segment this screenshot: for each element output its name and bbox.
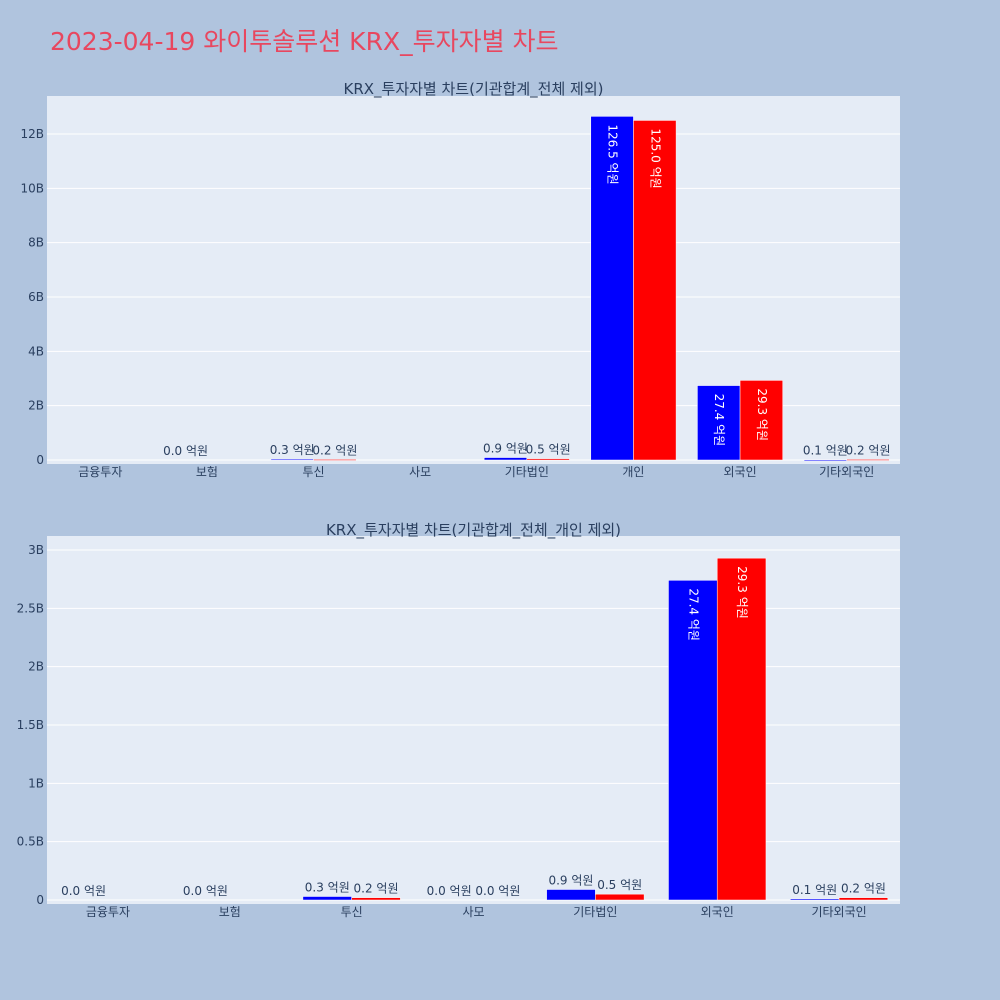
data-label: 126.5 억원 — [606, 124, 620, 184]
bar — [483, 457, 528, 461]
data-label: 0.3 억원 — [270, 443, 315, 457]
y-tick-label: 0 — [36, 893, 44, 907]
x-tick-label: 기타법인 — [505, 465, 549, 479]
y-tick-label: 10B — [20, 181, 44, 195]
data-label: 29.3 억원 — [755, 388, 769, 441]
bar — [526, 458, 570, 461]
bar — [697, 385, 741, 461]
bar — [668, 580, 718, 901]
bar — [739, 380, 783, 461]
x-tick-label: 금융투자 — [86, 905, 130, 919]
y-tick-label: 12B — [20, 127, 44, 141]
x-tick-label: 외국인 — [724, 465, 757, 479]
bar — [716, 557, 767, 901]
x-tick-label: 기타법인 — [573, 905, 617, 919]
bar — [633, 120, 677, 461]
data-label: 0.0 억원 — [61, 884, 106, 898]
bar — [270, 458, 314, 461]
data-label: 27.4 억원 — [712, 394, 726, 447]
x-tick-label: 금융투자 — [78, 465, 122, 479]
y-tick-label: 1.5B — [17, 718, 44, 732]
page-title: 2023-04-19 와이투솔루션 KRX_투자자별 차트 — [50, 27, 559, 56]
data-label: 0.5 억원 — [597, 878, 642, 892]
data-label: 0.0 억원 — [183, 884, 228, 898]
bar — [302, 896, 352, 901]
data-label: 0.2 억원 — [354, 882, 399, 896]
data-label: 0.0 억원 — [427, 884, 472, 898]
y-tick-label: 0 — [36, 453, 44, 467]
data-label: 0.2 억원 — [846, 443, 891, 457]
y-tick-label: 0.5B — [17, 835, 44, 849]
x-tick-label: 보험 — [219, 905, 241, 919]
data-label: 0.2 억원 — [312, 443, 357, 457]
x-tick-label: 외국인 — [701, 905, 734, 919]
bar — [313, 459, 357, 461]
data-label: 0.9 억원 — [548, 874, 593, 888]
y-tick-label: 8B — [28, 236, 44, 250]
chart-title: KRX_투자자별 차트(기관합계_전체 제외) — [344, 80, 604, 99]
y-tick-label: 2.5B — [17, 601, 44, 615]
bar — [590, 116, 634, 461]
data-label: 0.9 억원 — [483, 442, 528, 456]
x-tick-label: 투신 — [341, 905, 363, 919]
y-tick-label: 1B — [28, 776, 44, 790]
bar — [803, 459, 847, 461]
y-tick-label: 6B — [28, 290, 44, 304]
x-tick-label: 보험 — [196, 465, 218, 479]
data-label: 27.4 억원 — [686, 588, 700, 641]
x-tick-label: 기타외국인 — [819, 465, 874, 479]
y-tick-label: 2B — [28, 399, 44, 413]
chart-2: 0 0.5B 1B 1.5B 2B 2.5B 3B KRX_투자자별 차트(기관합계_전체_개… — [17, 521, 900, 919]
bar — [546, 889, 596, 901]
bar — [595, 893, 645, 901]
bar — [838, 897, 889, 901]
data-label: 125.0 억원 — [648, 128, 662, 188]
data-label: 0.3 억원 — [305, 881, 350, 895]
y-tick-label: 3B — [28, 543, 44, 557]
chart-title: KRX_투자자별 차트(기관합계_전체_개인 제외) — [326, 521, 621, 540]
data-label: 29.3 억원 — [735, 566, 749, 619]
data-label: 0.5 억원 — [526, 443, 571, 457]
bar — [351, 897, 401, 901]
x-tick-label: 사모 — [462, 905, 484, 919]
data-label: 0.1 억원 — [792, 883, 837, 897]
data-label: 0.2 억원 — [841, 882, 886, 896]
x-tick-label: 투신 — [303, 465, 325, 479]
plot-area — [47, 536, 900, 904]
y-tick-label: 2B — [28, 660, 44, 674]
bar — [790, 898, 840, 901]
data-label: 0.0 억원 — [475, 884, 520, 898]
data-label: 0.0 억원 — [163, 444, 208, 458]
chart-1: 0 2B 4B 6B 8B 10B 12B KRX_투자자별 차트(기관합계_전체 제외) 금융… — [20, 80, 900, 479]
x-tick-label: 사모 — [409, 465, 431, 479]
x-tick-label: 개인 — [622, 465, 644, 479]
x-tick-label: 기타외국인 — [811, 905, 866, 919]
y-tick-label: 4B — [28, 344, 44, 358]
data-label: 0.1 억원 — [803, 444, 848, 458]
bar — [846, 459, 890, 461]
